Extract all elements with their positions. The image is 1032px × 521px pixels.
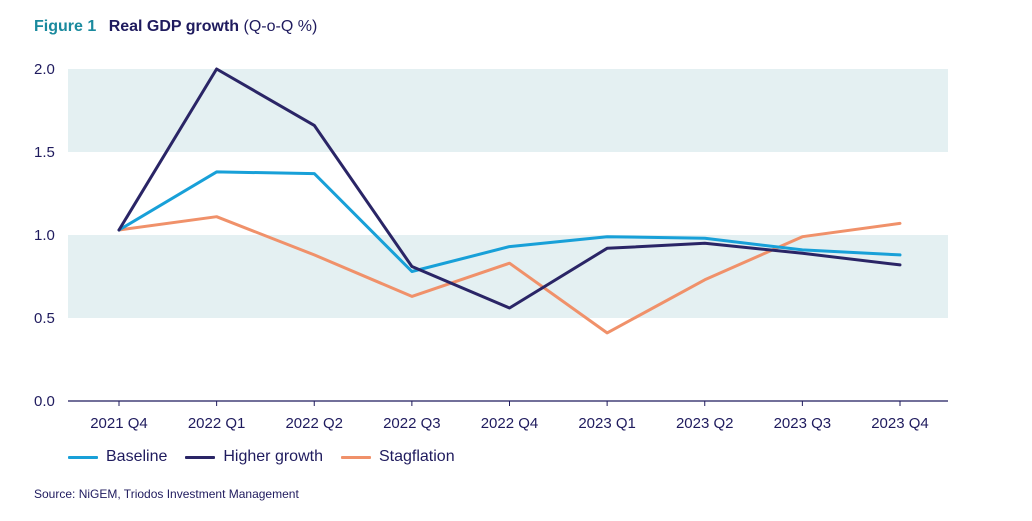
legend-item-higher-growth: Higher growth [185,448,323,466]
x-tick-label: 2022 Q1 [188,415,246,432]
x-tick-label: 2022 Q3 [383,415,441,432]
x-tick-label: 2023 Q3 [774,415,832,432]
x-axis-ticks: 2021 Q4 2022 Q1 2022 Q2 2022 Q3 2022 Q4 2023 … [90,401,929,432]
legend-item-stagflation: Stagflation [340,448,455,466]
title-unit: (Q-o-Q %) [243,18,318,35]
legend: Baseline Higher growth Stagflation [68,448,473,466]
legend-label: Stagflation [378,448,455,465]
legend-label: Higher growth [223,448,323,465]
figure-label: Figure 1 [34,18,97,35]
y-tick-label: 0.0 [34,393,55,410]
x-tick-label: 2023 Q2 [676,415,734,432]
legend-swatch [340,455,371,459]
y-axis-ticks: 0.0 0.5 1.0 1.5 2.0 [34,61,55,410]
source-note: Source: NiGEM, Triodos Investment Manage… [34,487,299,501]
background-bands [68,69,948,318]
band-1 [68,69,948,152]
x-tick-label: 2023 Q1 [578,415,636,432]
chart-title: Figure 1 Real GDP growth (Q-o-Q %) [34,18,317,36]
series-lines [117,67,902,335]
x-tick-label: 2021 Q4 [90,415,148,432]
legend-item-baseline: Baseline [68,448,167,466]
x-tick-label: 2022 Q4 [481,415,539,432]
series-line-higher-growth [117,67,902,310]
y-tick-label: 1.0 [34,227,55,244]
x-tick-label: 2022 Q2 [285,415,343,432]
legend-swatch [68,455,98,459]
legend-swatch [185,455,216,459]
y-tick-label: 1.5 [34,144,55,161]
y-tick-label: 2.0 [34,61,55,78]
title-text: Real GDP growth [108,18,240,35]
y-tick-label: 0.5 [34,310,55,327]
legend-label: Baseline [106,448,168,465]
series-line-baseline [117,170,902,273]
x-tick-label: 2023 Q4 [871,415,929,432]
